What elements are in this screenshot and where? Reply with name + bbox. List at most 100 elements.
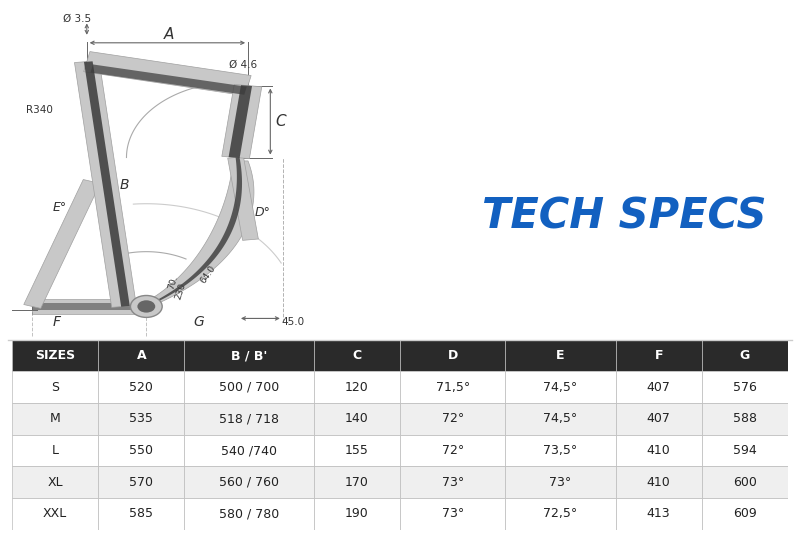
Bar bbox=[12, 434, 98, 467]
Bar bbox=[702, 498, 788, 530]
Text: 73°: 73° bbox=[550, 476, 571, 488]
Polygon shape bbox=[24, 180, 100, 308]
Text: G: G bbox=[740, 349, 750, 362]
Bar bbox=[314, 403, 400, 434]
Text: 72°: 72° bbox=[442, 444, 464, 457]
Text: 72,5°: 72,5° bbox=[543, 507, 578, 521]
Bar bbox=[506, 498, 615, 530]
Text: 520: 520 bbox=[130, 381, 154, 394]
Text: 407: 407 bbox=[646, 412, 670, 425]
Bar bbox=[615, 340, 702, 371]
Text: C: C bbox=[275, 114, 286, 129]
Text: B / B': B / B' bbox=[231, 349, 267, 362]
Bar bbox=[615, 434, 702, 467]
Bar bbox=[400, 403, 506, 434]
Text: B: B bbox=[119, 178, 129, 192]
Polygon shape bbox=[32, 303, 146, 310]
Bar bbox=[400, 434, 506, 467]
Bar bbox=[314, 371, 400, 403]
Text: 410: 410 bbox=[646, 476, 670, 488]
Bar bbox=[98, 498, 185, 530]
Text: 570: 570 bbox=[130, 476, 154, 488]
Bar bbox=[506, 340, 615, 371]
Text: 535: 535 bbox=[130, 412, 154, 425]
Bar bbox=[314, 467, 400, 498]
Text: 594: 594 bbox=[733, 444, 757, 457]
Text: 74,5°: 74,5° bbox=[543, 381, 578, 394]
Bar bbox=[98, 434, 185, 467]
Polygon shape bbox=[74, 61, 136, 307]
Text: 588: 588 bbox=[733, 412, 757, 425]
Bar bbox=[506, 403, 615, 434]
Bar bbox=[400, 467, 506, 498]
Text: 609: 609 bbox=[733, 507, 757, 521]
Text: 407: 407 bbox=[646, 381, 670, 394]
Text: F: F bbox=[53, 315, 61, 329]
Circle shape bbox=[138, 300, 155, 312]
Text: 140: 140 bbox=[345, 412, 369, 425]
Text: D: D bbox=[447, 349, 458, 362]
Bar bbox=[615, 467, 702, 498]
Text: 71,5°: 71,5° bbox=[435, 381, 470, 394]
Text: 500 / 700: 500 / 700 bbox=[219, 381, 279, 394]
Bar bbox=[615, 498, 702, 530]
Bar bbox=[185, 340, 314, 371]
Bar bbox=[12, 371, 98, 403]
Polygon shape bbox=[222, 85, 262, 159]
Bar bbox=[185, 403, 314, 434]
Text: G: G bbox=[193, 315, 204, 329]
Polygon shape bbox=[84, 51, 251, 96]
Text: 518 / 718: 518 / 718 bbox=[219, 412, 279, 425]
Bar bbox=[702, 340, 788, 371]
Bar bbox=[185, 498, 314, 530]
Text: 550: 550 bbox=[130, 444, 154, 457]
Bar bbox=[506, 434, 615, 467]
Bar bbox=[185, 467, 314, 498]
Text: 170: 170 bbox=[345, 476, 369, 488]
Bar bbox=[314, 434, 400, 467]
Text: 413: 413 bbox=[647, 507, 670, 521]
Text: S: S bbox=[51, 381, 59, 394]
Text: 73°: 73° bbox=[442, 476, 464, 488]
Text: 585: 585 bbox=[130, 507, 154, 521]
Text: L: L bbox=[52, 444, 58, 457]
Text: 73°: 73° bbox=[442, 507, 464, 521]
Bar bbox=[314, 340, 400, 371]
Bar bbox=[702, 434, 788, 467]
Bar bbox=[314, 498, 400, 530]
Text: XL: XL bbox=[47, 476, 63, 488]
Polygon shape bbox=[229, 85, 252, 158]
Text: 230: 230 bbox=[174, 281, 188, 301]
Text: XXL: XXL bbox=[43, 507, 67, 521]
Text: 120: 120 bbox=[345, 381, 369, 394]
Bar bbox=[12, 340, 98, 371]
Bar bbox=[506, 467, 615, 498]
Text: 74,5°: 74,5° bbox=[543, 412, 578, 425]
Bar bbox=[615, 403, 702, 434]
Polygon shape bbox=[32, 299, 146, 314]
Text: 540 /740: 540 /740 bbox=[221, 444, 277, 457]
Bar bbox=[702, 467, 788, 498]
Bar bbox=[702, 403, 788, 434]
Bar bbox=[615, 371, 702, 403]
Text: 73,5°: 73,5° bbox=[543, 444, 578, 457]
Polygon shape bbox=[148, 157, 242, 305]
Text: D°: D° bbox=[255, 206, 271, 219]
Text: 72°: 72° bbox=[442, 412, 464, 425]
Text: 580 / 780: 580 / 780 bbox=[219, 507, 279, 521]
Text: 45.0: 45.0 bbox=[281, 317, 304, 327]
Text: E: E bbox=[556, 349, 565, 362]
Bar bbox=[185, 434, 314, 467]
Text: 70.: 70. bbox=[166, 274, 179, 291]
Text: 560 / 760: 560 / 760 bbox=[219, 476, 279, 488]
Bar bbox=[400, 371, 506, 403]
Text: A: A bbox=[163, 27, 174, 42]
Bar bbox=[185, 371, 314, 403]
Text: B': B' bbox=[101, 149, 113, 162]
Bar bbox=[98, 467, 185, 498]
Bar bbox=[400, 498, 506, 530]
Text: TECH SPECS: TECH SPECS bbox=[482, 195, 767, 237]
Text: Ø 3.5: Ø 3.5 bbox=[63, 14, 91, 24]
Text: E°: E° bbox=[53, 201, 66, 213]
Polygon shape bbox=[84, 62, 130, 307]
